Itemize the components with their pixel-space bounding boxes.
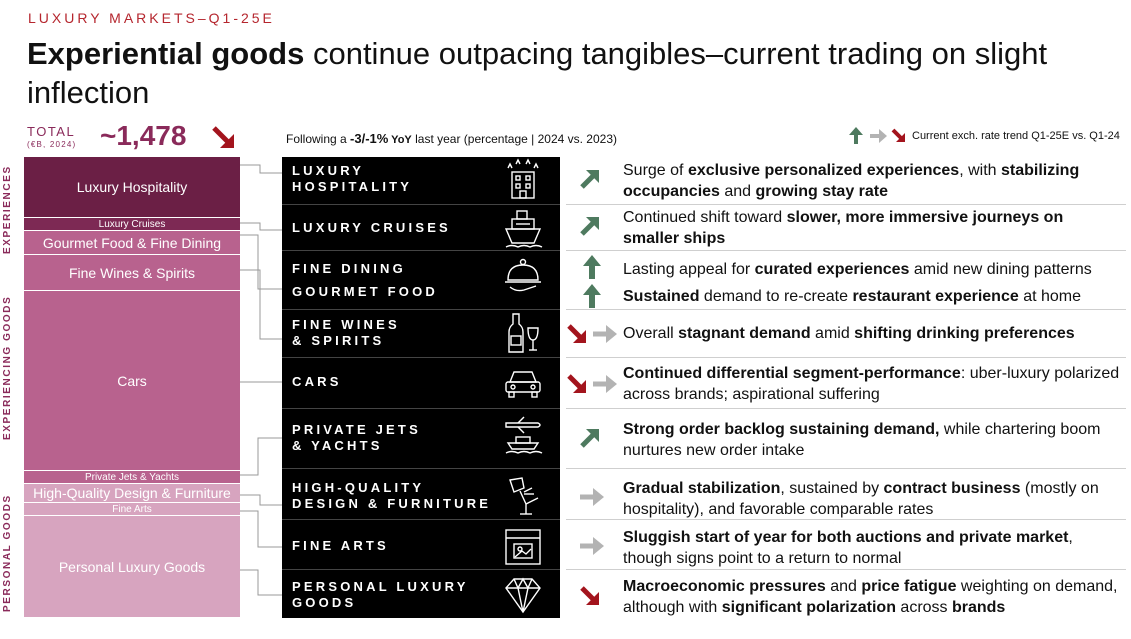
trend-flat-icon <box>580 537 604 555</box>
trend-up-icon <box>580 170 599 189</box>
description-cars: Continued differential segment-performan… <box>623 365 1120 403</box>
following-prefix: Following a <box>286 132 351 146</box>
cloche-icon <box>502 254 544 296</box>
category-fine-arts: FINE ARTS <box>292 538 389 553</box>
trend-flat-arrow <box>578 486 604 508</box>
category-luxury-hospitality: LUXURY HOSPITALITY <box>292 163 413 194</box>
legend-arrows-icon <box>849 127 905 144</box>
legend-text: Current exch. rate trend Q1-25E vs. Q1-2… <box>912 130 1120 142</box>
segment-luxury-cruises: Luxury Cruises <box>24 218 240 231</box>
trend-down-flat-icon <box>567 324 617 343</box>
description-fine-dining: Lasting appeal for curated experiences a… <box>623 261 1092 278</box>
trend-down-flat-icon <box>567 374 617 393</box>
category-high-quality-design-furniture: HIGH-QUALITY DESIGN & FURNITURE <box>292 480 492 511</box>
following-value: -3/-1% <box>350 131 389 146</box>
row-separator <box>566 204 1126 205</box>
category-private-jets-yachts: PRIVATE JETS & YACHTS <box>292 422 421 453</box>
trend-down-arrow <box>578 584 604 606</box>
easel-icon <box>502 526 544 568</box>
category-separator <box>282 569 560 570</box>
category-separator <box>282 250 560 251</box>
title-bold: Experiential goods <box>27 36 305 71</box>
kicker: LUXURY MARKETS–Q1-25E <box>28 10 275 26</box>
category-luxury-cruises: LUXURY CRUISES <box>292 220 451 235</box>
segment-private-jets-yachts: Private Jets & Yachts <box>24 471 240 484</box>
description-gourmet-food: Sustained demand to re-create restaurant… <box>623 288 1082 305</box>
segment-fine-arts: Fine Arts <box>24 503 240 516</box>
following-note: Following a -3/-1% YoY last year (percen… <box>286 131 617 146</box>
category-fine-wines-spirits: FINE WINES & SPIRITS <box>292 317 400 348</box>
description-private-jets-yachts: Strong order backlog sustaining demand, … <box>623 421 1101 459</box>
category-separator <box>282 204 560 205</box>
trend-flat-arrow <box>578 535 604 557</box>
row-separator <box>566 408 1126 409</box>
trend-up-strong-arrow <box>580 283 606 308</box>
car-icon <box>502 362 544 404</box>
category-separator <box>282 468 560 469</box>
legend: Current exch. rate trend Q1-25E vs. Q1-2… <box>848 127 1120 145</box>
category-personal-luxury-goods: PERSONAL LUXURY GOODS <box>292 579 469 610</box>
row-separator <box>566 569 1126 570</box>
title-rest: continue outpacing tangibles–current tra… <box>27 36 1048 110</box>
side-label-experiences: EXPERIENCES <box>2 165 13 254</box>
trend-up-arrow <box>578 426 604 448</box>
trend-up-strong-arrow <box>580 254 606 279</box>
row-separator <box>566 250 1126 251</box>
category-column <box>282 157 560 618</box>
description-fine-wines-spirits: Overall stagnant demand amid shifting dr… <box>623 325 1075 342</box>
hotel-icon <box>502 158 544 200</box>
ship-icon <box>502 207 544 249</box>
lamp-icon <box>502 474 544 516</box>
trend-up-icon <box>580 429 599 448</box>
row-separator <box>566 357 1126 358</box>
description-luxury-hospitality: Surge of exclusive personalized experien… <box>623 162 1080 200</box>
wine-icon <box>502 312 544 354</box>
trend-up-strong-icon <box>583 284 601 308</box>
total-label: TOTAL <box>27 124 76 139</box>
trend-down-icon <box>580 586 599 605</box>
side-label-personal-goods: PERSONAL GOODS <box>2 494 13 612</box>
description-luxury-cruises: Continued shift toward slower, more imme… <box>623 209 1064 247</box>
trend-down-flat-arrow <box>565 322 617 344</box>
description-fine-arts: Sluggish start of year for both auctions… <box>623 529 1073 567</box>
jet-yacht-icon <box>502 415 544 457</box>
total-down-arrow-icon <box>212 126 234 148</box>
diamond-icon <box>502 574 544 616</box>
segment-fine-wines-spirits: Fine Wines & Spirits <box>24 255 240 291</box>
trend-up-icon <box>580 217 599 236</box>
connector-lines <box>240 164 282 596</box>
row-separator <box>566 468 1126 469</box>
following-suffix: last year (percentage | 2024 vs. 2023) <box>411 132 618 146</box>
total-value: ~1,478 <box>100 120 187 151</box>
row-separator <box>566 309 1126 310</box>
side-label-experiencing-goods: EXPERIENCING GOODS <box>2 295 13 440</box>
total-unit: (€B, 2024) <box>27 140 77 149</box>
trend-up-arrow <box>578 167 604 189</box>
segment-luxury-hospitality: Luxury Hospitality <box>24 157 240 218</box>
category-fine-dining: FINE DINING <box>292 261 406 276</box>
trend-flat-icon <box>580 488 604 506</box>
page-title: Experiential goods continue outpacing ta… <box>27 34 1117 112</box>
category-separator <box>282 519 560 520</box>
segment-personal-luxury-goods: Personal Luxury Goods <box>24 516 240 618</box>
trend-up-strong-icon <box>583 255 601 279</box>
segment-gourmet-food-fine-dining: Gourmet Food & Fine Dining <box>24 231 240 255</box>
category-separator <box>282 309 560 310</box>
segment-cars: Cars <box>24 291 240 471</box>
trend-down-flat-arrow <box>565 372 617 394</box>
following-yoy: YoY <box>388 134 412 146</box>
category-separator <box>282 357 560 358</box>
description-high-quality-design-furniture: Gradual stabilization, sustained by cont… <box>623 480 1099 518</box>
category-separator <box>282 408 560 409</box>
description-personal-luxury-goods: Macroeconomic pressures and price fatigu… <box>623 578 1118 616</box>
trend-up-arrow <box>578 214 604 236</box>
category-cars: CARS <box>292 374 342 389</box>
category-gourmet-food: GOURMET FOOD <box>292 284 439 299</box>
row-separator <box>566 519 1126 520</box>
segment-high-quality-design-furniture: High-Quality Design & Furniture <box>24 484 240 503</box>
